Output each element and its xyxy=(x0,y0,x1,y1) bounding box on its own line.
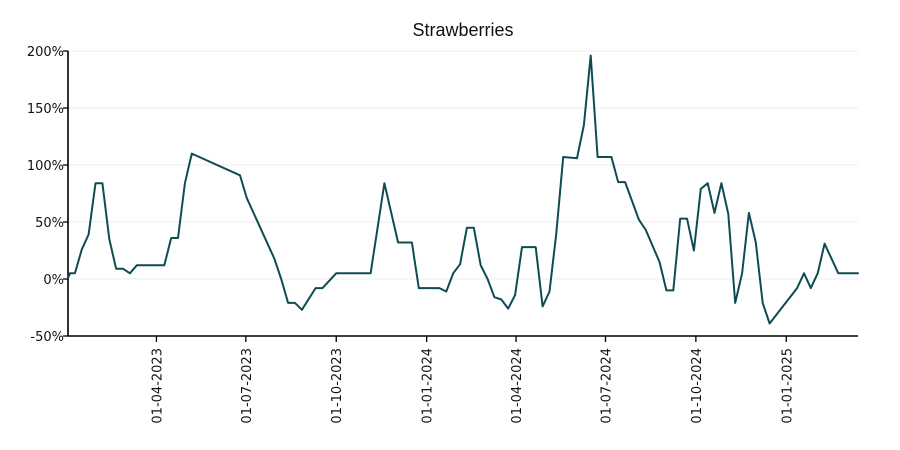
y-axis-ticks: -50% 0% 50% 100% 150% 200% xyxy=(27,45,68,345)
x-axis-ticks: 01-04-2023 01-07-2023 01-10-2023 01-01-2024… xyxy=(150,336,795,424)
x-tick-label: 01-07-2024 xyxy=(599,348,614,424)
y-tick-label: -50% xyxy=(30,330,64,345)
x-tick-label: 01-01-2024 xyxy=(421,348,436,424)
series-line xyxy=(67,54,859,325)
y-tick-label: 50% xyxy=(35,216,64,231)
x-tick-label: 01-10-2023 xyxy=(330,348,345,424)
x-tick-label: 01-04-2023 xyxy=(150,348,165,424)
x-tick-label: 01-01-2025 xyxy=(780,348,795,424)
chart-title: Strawberries xyxy=(412,20,513,40)
x-tick-label: 01-04-2024 xyxy=(510,348,525,424)
y-tick-label: 0% xyxy=(43,273,64,288)
grid xyxy=(68,50,858,337)
x-tick-label: 01-07-2023 xyxy=(240,348,255,424)
axes xyxy=(67,51,858,337)
x-tick-label: 01-10-2024 xyxy=(690,348,705,424)
y-tick-label: 100% xyxy=(27,159,64,174)
y-tick-label: 200% xyxy=(27,45,64,60)
y-tick-label: 150% xyxy=(27,102,64,117)
series-group xyxy=(67,54,859,325)
